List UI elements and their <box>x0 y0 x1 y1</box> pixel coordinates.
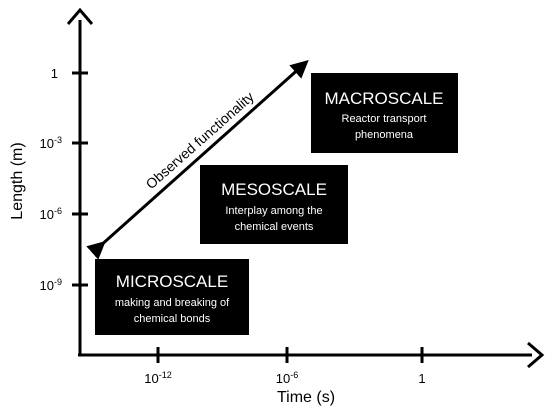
mesoscale-desc-line2: chemical events <box>235 221 314 233</box>
macroscale-desc-line1: Reactor transport <box>342 113 427 125</box>
x-tick-label-2: 10-6 <box>276 370 298 386</box>
x-tick-label-3: 1 <box>418 371 425 386</box>
microscale-box: MICROSCALE making and breaking of chemic… <box>95 259 249 335</box>
macroscale-box: MACROSCALE Reactor transport phenomena <box>311 73 458 153</box>
y-tick-label-1: 1 <box>51 66 58 81</box>
y-axis-arrowhead <box>66 7 94 25</box>
mesoscale-box: MESOSCALE Interplay among the chemical e… <box>200 165 348 244</box>
y-tick-label-4: 10-9 <box>40 277 62 293</box>
x-tick-label-1: 10-12 <box>144 370 171 386</box>
functionality-arrow <box>86 60 309 260</box>
mesoscale-box-bg <box>200 165 348 244</box>
macroscale-desc-line2: phenomena <box>355 129 414 141</box>
y-axis-title: Length (m) <box>9 142 26 219</box>
y-tick-label-3: 10-6 <box>40 206 62 222</box>
x-axis-title: Time (s) <box>277 389 335 406</box>
microscale-desc-line1: making and breaking of <box>115 297 230 309</box>
microscale-desc-line2: chemical bonds <box>134 313 211 325</box>
microscale-title: MICROSCALE <box>116 272 228 291</box>
microscale-box-bg <box>95 259 249 335</box>
mesoscale-title: MESOSCALE <box>221 180 327 199</box>
macroscale-title: MACROSCALE <box>324 89 443 108</box>
mesoscale-desc-line1: Interplay among the <box>225 205 322 217</box>
y-tick-label-2: 10-3 <box>40 135 62 151</box>
macroscale-box-bg <box>311 73 458 153</box>
x-axis-arrowhead <box>527 341 545 369</box>
